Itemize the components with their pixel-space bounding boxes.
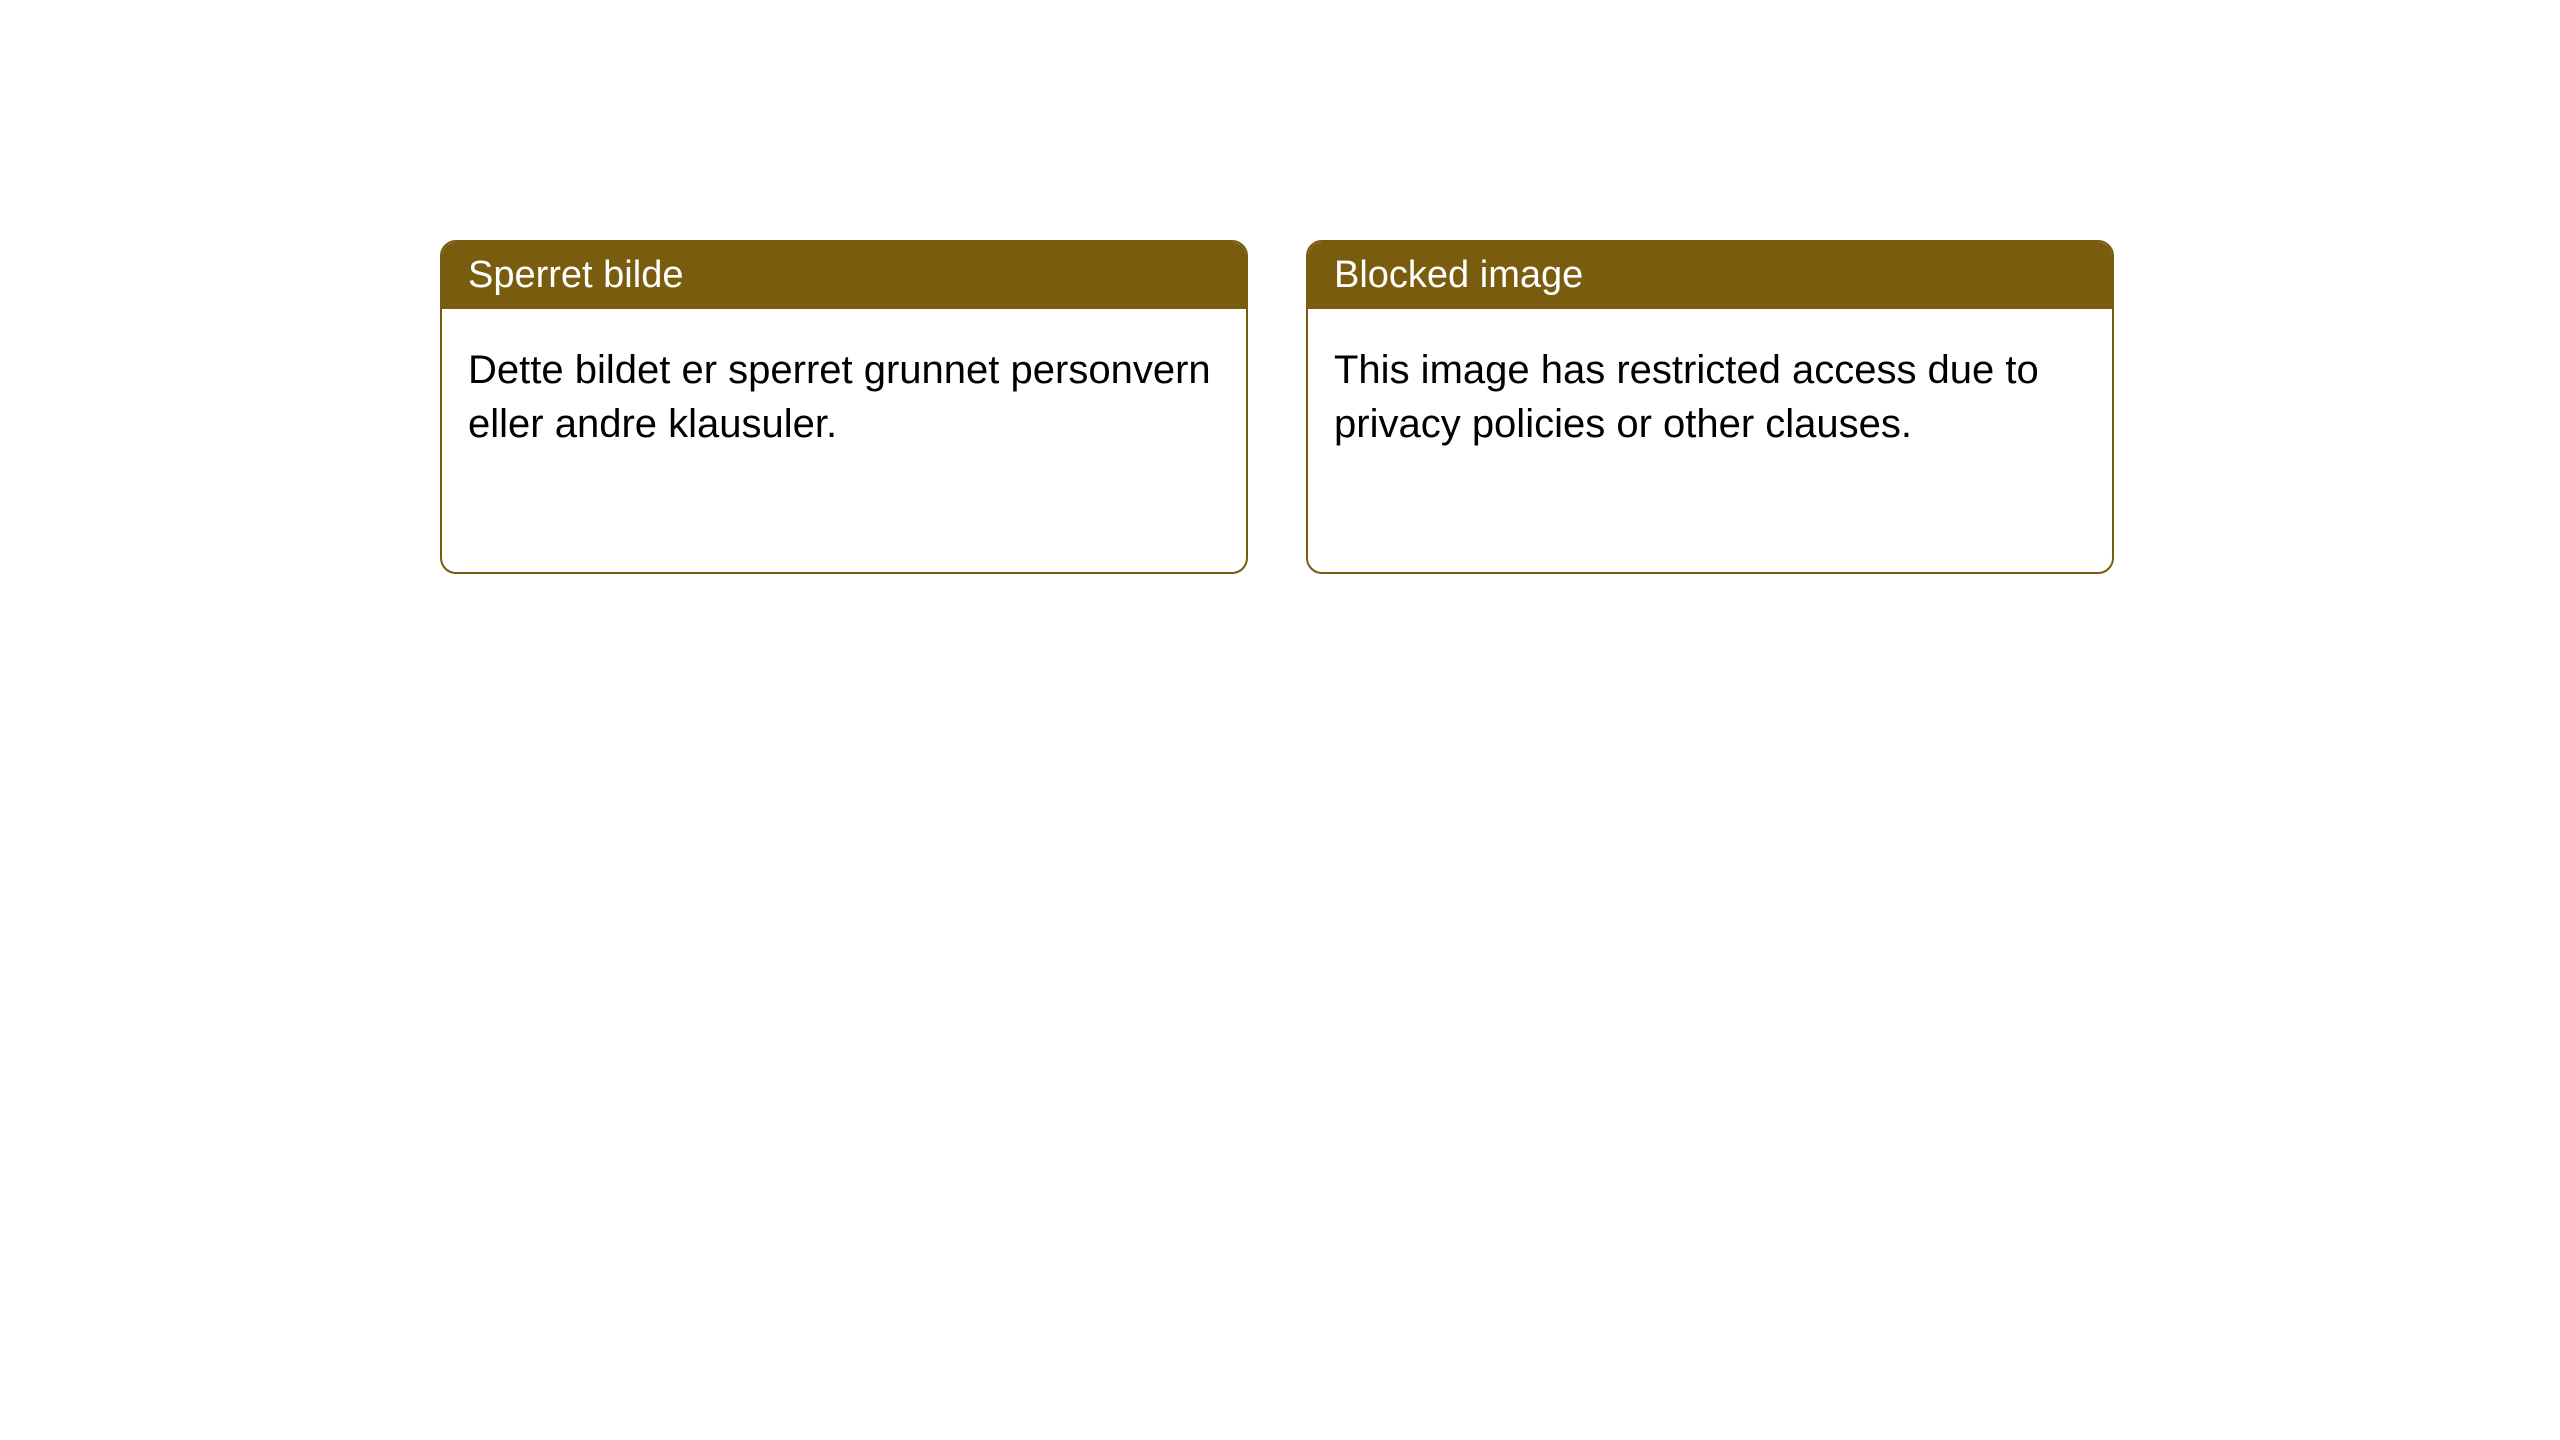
card-header-no: Sperret bilde bbox=[442, 242, 1246, 309]
card-body-en: This image has restricted access due to … bbox=[1308, 309, 2112, 485]
card-header-en: Blocked image bbox=[1308, 242, 2112, 309]
blocked-image-cards: Sperret bilde Dette bildet er sperret gr… bbox=[440, 240, 2560, 574]
blocked-image-card-en: Blocked image This image has restricted … bbox=[1306, 240, 2114, 574]
blocked-image-card-no: Sperret bilde Dette bildet er sperret gr… bbox=[440, 240, 1248, 574]
card-body-no: Dette bildet er sperret grunnet personve… bbox=[442, 309, 1246, 485]
